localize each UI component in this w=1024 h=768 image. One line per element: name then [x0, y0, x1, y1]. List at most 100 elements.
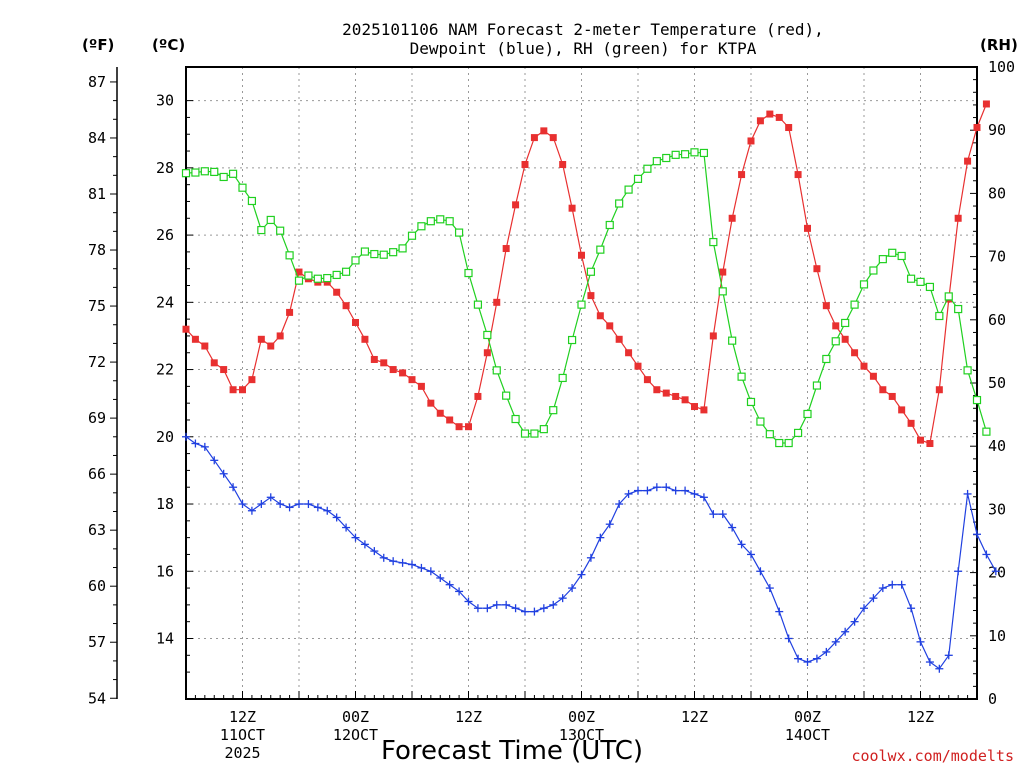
data-point — [285, 251, 294, 260]
fahrenheit-tick-label: 63 — [88, 521, 106, 539]
data-point — [540, 127, 548, 135]
data-point — [370, 547, 379, 556]
data-point — [944, 292, 953, 301]
rh-tick-label: 0 — [988, 690, 997, 708]
data-point — [511, 604, 520, 613]
data-point — [812, 654, 821, 663]
data-point — [652, 157, 661, 166]
data-point — [643, 164, 652, 173]
data-point — [728, 523, 737, 532]
celsius-tick-label: 26 — [156, 226, 174, 244]
data-point — [907, 419, 915, 427]
data-point — [454, 228, 464, 237]
rh-tick-label: 100 — [988, 58, 1015, 76]
data-point — [304, 271, 313, 280]
data-point — [549, 600, 558, 609]
data-point — [247, 506, 256, 515]
x-tick-label: 00Z — [342, 708, 369, 726]
rh-tick-label: 20 — [988, 564, 1006, 582]
data-point — [238, 500, 247, 509]
data-point — [653, 386, 661, 394]
data-point — [473, 300, 483, 309]
data-point — [850, 617, 859, 626]
data-point — [662, 153, 671, 163]
data-point — [407, 231, 417, 240]
data-point — [228, 169, 238, 178]
data-point — [803, 409, 812, 419]
data-point — [229, 483, 238, 492]
data-point — [624, 185, 633, 194]
data-point — [210, 456, 219, 465]
data-point — [238, 183, 247, 192]
data-point — [935, 664, 944, 673]
data-point — [464, 268, 473, 278]
data-point — [492, 600, 501, 609]
data-point — [483, 604, 492, 613]
data-point — [520, 429, 530, 438]
data-point — [483, 330, 492, 340]
data-point — [738, 171, 746, 179]
data-point — [596, 312, 604, 320]
data-point — [568, 584, 577, 593]
data-point — [991, 567, 1000, 576]
data-point — [860, 362, 868, 370]
data-point — [898, 406, 906, 414]
data-point — [464, 597, 473, 606]
data-point — [747, 550, 755, 559]
data-point — [295, 500, 303, 509]
chart-title-line1: 2025101106 NAM Forecast 2-meter Temperat… — [342, 20, 824, 39]
data-point — [549, 134, 557, 142]
data-point — [181, 169, 191, 178]
x-tick-label: 12Z — [455, 708, 482, 726]
fahrenheit-tick-label: 84 — [88, 129, 106, 147]
chart-title-line2: Dewpoint (blue), RH (green) for KTPA — [410, 39, 757, 58]
data-point — [652, 483, 661, 492]
fahrenheit-tick-label: 69 — [88, 409, 106, 427]
data-point — [558, 373, 567, 383]
data-point — [474, 392, 482, 400]
x-tick-label: 00Z — [794, 708, 821, 726]
data-point — [276, 332, 284, 340]
celsius-tick-label: 24 — [156, 293, 174, 311]
x-tick-label: 13OCT — [559, 726, 604, 744]
rh-tick-label: 40 — [988, 437, 1006, 455]
data-point — [765, 584, 774, 593]
data-point — [605, 220, 614, 230]
data-point — [954, 567, 963, 576]
data-point — [718, 287, 727, 296]
data-point — [361, 335, 369, 343]
data-point — [200, 442, 209, 451]
data-point — [897, 251, 906, 261]
data-point — [709, 332, 717, 340]
data-point — [389, 366, 397, 374]
data-point — [426, 217, 435, 226]
celsius-tick-label: 18 — [156, 495, 174, 513]
data-point — [445, 580, 454, 589]
data-point — [615, 500, 624, 509]
data-point — [869, 372, 877, 380]
data-point — [794, 171, 802, 179]
data-point — [219, 172, 228, 182]
data-point — [492, 366, 501, 375]
data-point — [436, 573, 445, 582]
data-point — [539, 425, 548, 434]
data-point — [201, 342, 209, 350]
celsius-tick-label: 14 — [156, 629, 174, 647]
fahrenheit-tick-label: 87 — [88, 73, 106, 91]
data-point — [973, 530, 981, 539]
data-point — [680, 150, 690, 159]
data-point — [360, 247, 370, 256]
series-layer — [181, 100, 1000, 673]
data-point — [530, 429, 539, 438]
data-point — [925, 658, 934, 667]
data-point — [502, 391, 511, 400]
data-point — [304, 500, 313, 509]
data-point — [210, 359, 218, 367]
data-point — [596, 533, 605, 542]
data-point — [455, 423, 463, 431]
data-point — [662, 483, 671, 492]
data-point — [605, 520, 614, 529]
data-point — [586, 553, 595, 562]
data-point — [935, 311, 944, 321]
